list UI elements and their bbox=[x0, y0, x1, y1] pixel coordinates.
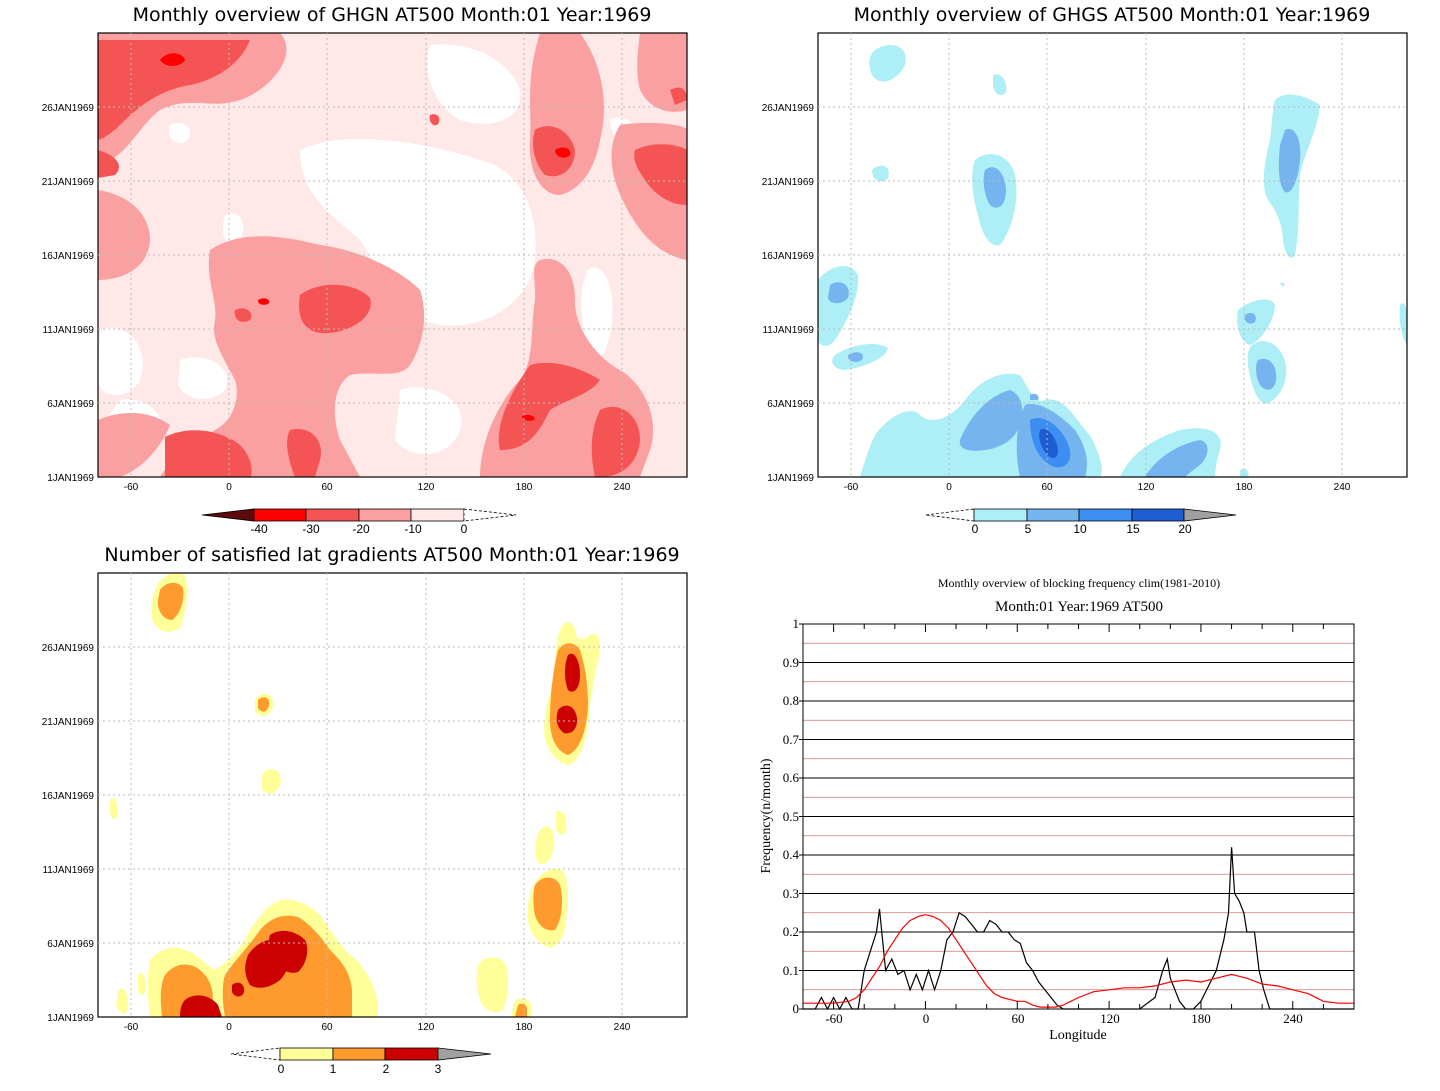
x-tick-label: 60 bbox=[1012, 1011, 1025, 1026]
x-tick-label: 0 bbox=[226, 1022, 232, 1033]
colorbar-label: -10 bbox=[404, 522, 422, 536]
y-tick-label: 0.9 bbox=[783, 655, 799, 670]
x-tick-label: 240 bbox=[614, 482, 631, 493]
ghgs-title: Monthly overview of GHGS AT500 Month:01 … bbox=[854, 4, 1371, 26]
x-tick-label: 60 bbox=[321, 1022, 333, 1033]
y-tick-label: 21JAN1969 bbox=[42, 717, 95, 728]
y-tick-label: 26JAN1969 bbox=[42, 643, 95, 654]
y-tick-label: 0.2 bbox=[783, 924, 799, 939]
x-tick-label: 120 bbox=[1100, 1011, 1120, 1026]
x-tick-label: 0 bbox=[923, 1011, 930, 1026]
y-tick-label: 0.1 bbox=[783, 963, 799, 978]
colorbar-label: -20 bbox=[352, 522, 370, 536]
frequency-grid bbox=[803, 642, 1354, 991]
y-tick-label: 21JAN1969 bbox=[762, 177, 815, 188]
panel-gradients: Number of satisfied lat gradients AT500 … bbox=[42, 544, 688, 1076]
ghgs-y-axis: 1JAN1969 6JAN1969 11JAN1969 16JAN1969 21… bbox=[762, 103, 815, 484]
ghgs-grid bbox=[818, 33, 1407, 477]
frequency-ylabel: Frequency(n/month) bbox=[759, 758, 774, 873]
y-tick-label: 6JAN1969 bbox=[47, 939, 94, 950]
x-tick-label: 0 bbox=[946, 482, 952, 493]
y-tick-label: 11JAN1969 bbox=[762, 325, 814, 336]
colorbar-label: 5 bbox=[1025, 522, 1032, 536]
y-tick-label: 0.4 bbox=[783, 847, 800, 862]
x-tick-label: 180 bbox=[1236, 482, 1253, 493]
ghgn-x-axis: -60 0 60 120 180 240 bbox=[124, 482, 631, 493]
x-tick-label: 120 bbox=[1138, 482, 1155, 493]
frequency-y-axis: 0 0.1 0.2 0.3 0.4 0.5 0.6 0.7 0.8 0.9 1 bbox=[783, 616, 800, 1016]
x-tick-label: 240 bbox=[1334, 482, 1351, 493]
colorbar-label: 3 bbox=[435, 1062, 442, 1076]
y-tick-label: 16JAN1969 bbox=[42, 251, 95, 262]
y-tick-label: 6JAN1969 bbox=[47, 399, 94, 410]
y-tick-label: 1JAN1969 bbox=[47, 473, 94, 484]
x-tick-label: -60 bbox=[825, 1011, 842, 1026]
x-tick-label: 180 bbox=[1191, 1011, 1211, 1026]
x-tick-label: -60 bbox=[124, 1022, 139, 1033]
x-tick-label: 120 bbox=[418, 1022, 435, 1033]
colorbar-label: 0 bbox=[972, 522, 979, 536]
colorbar-label: 15 bbox=[1126, 522, 1140, 536]
ghgn-grid bbox=[98, 33, 687, 477]
y-tick-label: 26JAN1969 bbox=[762, 103, 815, 114]
x-tick-label: 0 bbox=[226, 482, 232, 493]
colorbar-label: 0 bbox=[278, 1062, 285, 1076]
y-tick-label: 21JAN1969 bbox=[42, 177, 95, 188]
x-tick-label: 180 bbox=[516, 482, 533, 493]
x-tick-label: -60 bbox=[844, 482, 859, 493]
colorbar-label: 20 bbox=[1178, 522, 1192, 536]
frequency-x-axis: -60 0 60 120 180 240 bbox=[825, 1011, 1302, 1026]
gradients-y-axis: 1JAN1969 6JAN1969 11JAN1969 16JAN1969 21… bbox=[42, 643, 95, 1024]
ghgn-colorbar: -40 -30 -20 -10 0 bbox=[201, 508, 517, 536]
colorbar-label: 2 bbox=[383, 1062, 390, 1076]
colorbar-label: -30 bbox=[302, 522, 320, 536]
y-tick-label: 6JAN1969 bbox=[767, 399, 814, 410]
x-tick-label: 240 bbox=[1283, 1011, 1303, 1026]
y-tick-label: 11JAN1969 bbox=[42, 865, 94, 876]
panel-frequency: Monthly overview of blocking frequency c… bbox=[759, 576, 1355, 1043]
y-tick-label: 0 bbox=[793, 1001, 800, 1016]
x-tick-label: 180 bbox=[516, 1022, 533, 1033]
ghgn-y-axis: 1JAN1969 6JAN1969 11JAN1969 16JAN1969 21… bbox=[42, 103, 95, 484]
frequency-title: Monthly overview of blocking frequency c… bbox=[938, 576, 1220, 590]
y-tick-label: 0.7 bbox=[783, 732, 800, 747]
ghgs-x-axis: -60 0 60 120 180 240 bbox=[844, 482, 1351, 493]
x-tick-label: 60 bbox=[1041, 482, 1053, 493]
frequency-ticks bbox=[799, 623, 1324, 1010]
ghgs-colorbar: 0 5 10 15 20 bbox=[925, 508, 1237, 536]
x-tick-label: 60 bbox=[321, 482, 333, 493]
y-tick-label: 0.3 bbox=[783, 886, 799, 901]
y-tick-label: 16JAN1969 bbox=[42, 791, 95, 802]
gradients-colorbar: 0 1 2 3 bbox=[230, 1047, 492, 1076]
y-tick-label: 16JAN1969 bbox=[762, 251, 815, 262]
y-tick-label: 1JAN1969 bbox=[47, 1013, 94, 1024]
frequency-xlabel: Longitude bbox=[1049, 1028, 1107, 1043]
y-tick-label: 1 bbox=[793, 616, 800, 631]
ghgn-title: Monthly overview of GHGN AT500 Month:01 … bbox=[133, 4, 652, 26]
gradients-title: Number of satisfied lat gradients AT500 … bbox=[104, 544, 679, 566]
colorbar-label: 1 bbox=[330, 1062, 337, 1076]
frequency-subtitle: Month:01 Year:1969 AT500 bbox=[995, 599, 1163, 615]
panel-ghgs: Monthly overview of GHGS AT500 Month:01 … bbox=[762, 4, 1408, 536]
series-line-black bbox=[803, 847, 1354, 1011]
x-tick-label: 240 bbox=[614, 1022, 631, 1033]
y-tick-label: 0.5 bbox=[783, 809, 799, 824]
gradients-x-axis: -60 0 60 120 180 240 bbox=[124, 1022, 631, 1033]
x-tick-label: 120 bbox=[418, 482, 435, 493]
y-tick-label: 11JAN1969 bbox=[42, 325, 94, 336]
colorbar-label: 10 bbox=[1073, 522, 1087, 536]
colorbar-label: -40 bbox=[250, 522, 268, 536]
series-line-red bbox=[803, 914, 1354, 1008]
gradients-grid bbox=[98, 573, 687, 1017]
colorbar-label: 0 bbox=[461, 522, 468, 536]
y-tick-label: 1JAN1969 bbox=[767, 473, 814, 484]
y-tick-label: 0.6 bbox=[783, 770, 800, 785]
panel-ghgn: Monthly overview of GHGN AT500 Month:01 … bbox=[42, 4, 688, 536]
frequency-lines bbox=[803, 847, 1354, 1011]
y-tick-label: 26JAN1969 bbox=[42, 103, 95, 114]
x-tick-label: -60 bbox=[124, 482, 139, 493]
y-tick-label: 0.8 bbox=[783, 693, 799, 708]
